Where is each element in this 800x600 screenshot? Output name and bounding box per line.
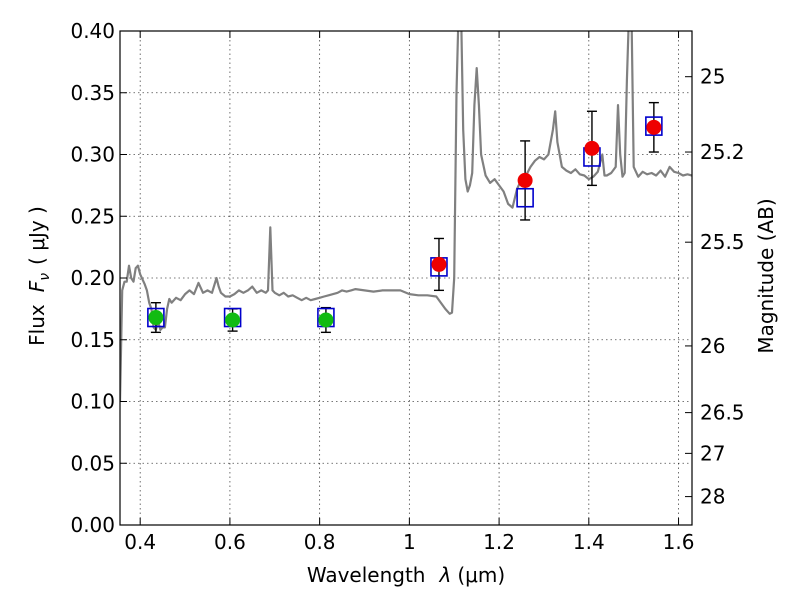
x-tick-label: 1.6 bbox=[663, 530, 695, 554]
x-axis-ticks: 0.4 0.6 0.8 1 1.2 1.4 1.6 bbox=[124, 31, 694, 554]
y-tick-label: 0.40 bbox=[70, 19, 115, 43]
magnitude-tick-label: 25.5 bbox=[700, 230, 745, 254]
magnitude-tick-label: 28 bbox=[700, 485, 725, 509]
x-tick-label: 1 bbox=[403, 530, 416, 554]
y-axis-title-subscript: ν bbox=[37, 273, 53, 281]
grid-lines bbox=[120, 30, 692, 526]
magnitude-tick-label: 26.5 bbox=[700, 401, 745, 425]
y-axis-title-prefix: Flux bbox=[25, 304, 49, 346]
y-tick-label: 0.05 bbox=[70, 451, 115, 475]
model-band-box bbox=[645, 116, 663, 136]
spectrum-layer bbox=[120, 31, 692, 402]
magnitude-tick-label: 27 bbox=[700, 441, 725, 465]
y-axis-title: Flux Fν ( μJy ) bbox=[25, 206, 53, 346]
x-axis-title-unit: (μm) bbox=[457, 563, 505, 587]
magnitude-tick-label: 26 bbox=[700, 334, 725, 358]
magnitude-tick-label: 25 bbox=[700, 65, 725, 89]
photometry-point bbox=[646, 119, 662, 135]
y-tick-label: 0.00 bbox=[70, 513, 115, 537]
x-tick-label: 0.6 bbox=[214, 530, 246, 554]
magnitude-axis-title: Magnitude (AB) bbox=[754, 198, 778, 353]
errorbar-layer bbox=[150, 101, 659, 334]
photometry-point bbox=[318, 312, 334, 328]
x-tick-label: 1.4 bbox=[573, 530, 605, 554]
y-tick-label: 0.20 bbox=[70, 266, 115, 290]
photometry-point bbox=[225, 312, 241, 328]
x-axis-title-prefix: Wavelength bbox=[307, 563, 426, 587]
model-band-box bbox=[147, 307, 165, 328]
photometry-point bbox=[431, 256, 447, 272]
photometry-layer bbox=[148, 119, 662, 328]
x-tick-label: 0.8 bbox=[304, 530, 336, 554]
x-axis-title-symbol: λ bbox=[439, 563, 452, 587]
magnitude-axis-ticks: 25 25.2 25.5 26 26.5 27 28 bbox=[685, 65, 745, 509]
y-axis-title-symbol: F bbox=[25, 280, 49, 292]
magnitude-tick-label: 25.2 bbox=[700, 140, 745, 164]
x-tick-label: 1.2 bbox=[483, 530, 515, 554]
x-axis-title: Wavelength λ (μm) bbox=[307, 563, 505, 587]
y-tick-label: 0.25 bbox=[70, 204, 115, 228]
spectrum-line bbox=[120, 31, 692, 402]
y-tick-label: 0.15 bbox=[70, 328, 115, 352]
y-axis-title-unit: ( μJy ) bbox=[25, 206, 49, 265]
y-axis-ticks: 0.00 0.05 0.10 0.15 0.20 0.25 0.30 0.35 0.40 bbox=[70, 19, 127, 537]
x-tick-label: 0.4 bbox=[124, 530, 156, 554]
photometry-point bbox=[517, 172, 533, 188]
photometry-point bbox=[584, 140, 600, 156]
y-tick-label: 0.10 bbox=[70, 390, 115, 414]
model-band-box bbox=[516, 187, 534, 208]
y-tick-label: 0.30 bbox=[70, 143, 115, 167]
photometry-point bbox=[148, 310, 164, 326]
y-tick-label: 0.35 bbox=[70, 81, 115, 105]
